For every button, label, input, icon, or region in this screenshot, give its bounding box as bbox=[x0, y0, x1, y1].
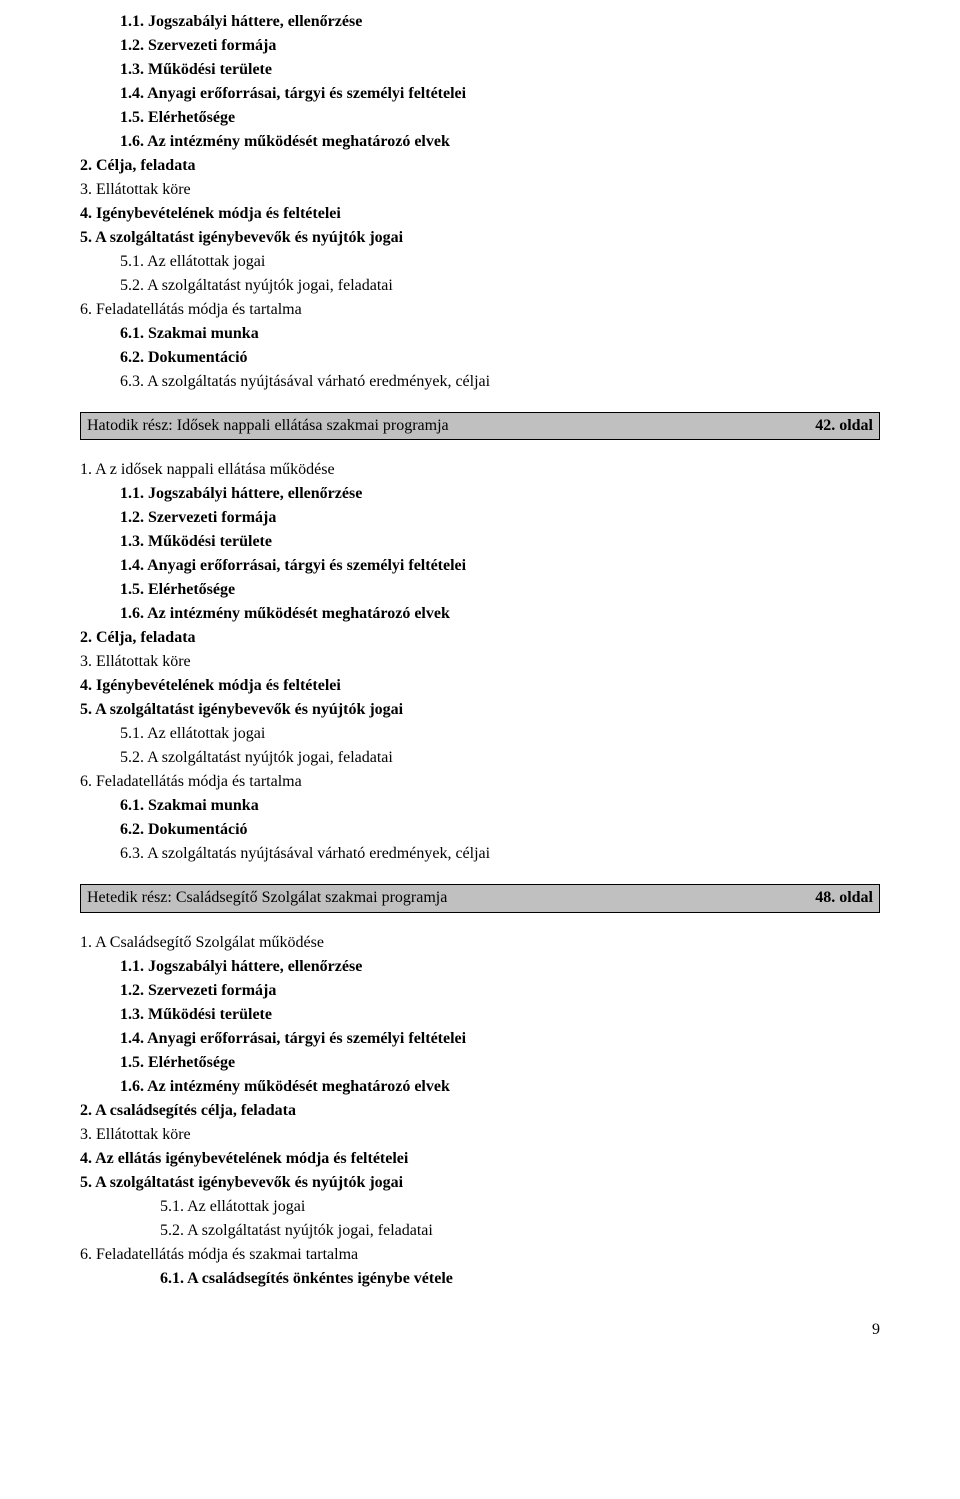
section-bar-7: Hetedik rész: Családsegítő Szolgálat sza… bbox=[80, 884, 880, 912]
toc-line: 2. Célja, feladata bbox=[80, 626, 880, 650]
section-6-page: 42. oldal bbox=[815, 415, 873, 437]
toc-line: 5. A szolgáltatást igénybevevők és nyújt… bbox=[80, 226, 880, 250]
toc-line: 3. Ellátottak köre bbox=[80, 178, 880, 202]
toc-line: 1.5. Elérhetősége bbox=[80, 578, 880, 602]
toc-line: 1.6. Az intézmény működését meghatározó … bbox=[80, 1075, 880, 1099]
toc-line: 1.4. Anyagi erőforrásai, tárgyi és szemé… bbox=[80, 82, 880, 106]
toc-block-b: 1. A z idősek nappali ellátása működése1… bbox=[80, 458, 880, 866]
toc-line: 5.2. A szolgáltatást nyújtók jogai, fela… bbox=[80, 274, 880, 298]
toc-line: 5.1. Az ellátottak jogai bbox=[80, 722, 880, 746]
toc-line: 1. A z idősek nappali ellátása működése bbox=[80, 458, 880, 482]
toc-line: 1.3. Működési területe bbox=[80, 1003, 880, 1027]
toc-line: 1.1. Jogszabályi háttere, ellenőrzése bbox=[80, 482, 880, 506]
toc-line: 5.2. A szolgáltatást nyújtók jogai, fela… bbox=[80, 746, 880, 770]
toc-line: 5.1. Az ellátottak jogai bbox=[80, 250, 880, 274]
toc-line: 3. Ellátottak köre bbox=[80, 1123, 880, 1147]
toc-line: 6. Feladatellátás módja és szakmai tarta… bbox=[80, 1243, 880, 1267]
toc-line: 1.6. Az intézmény működését meghatározó … bbox=[80, 130, 880, 154]
toc-line: 1.2. Szervezeti formája bbox=[80, 506, 880, 530]
toc-line: 1.6. Az intézmény működését meghatározó … bbox=[80, 602, 880, 626]
toc-line: 6.2. Dokumentáció bbox=[80, 346, 880, 370]
toc-line: 1.4. Anyagi erőforrásai, tárgyi és szemé… bbox=[80, 1027, 880, 1051]
toc-line: 6.3. A szolgáltatás nyújtásával várható … bbox=[80, 370, 880, 394]
toc-line: 5. A szolgáltatást igénybevevők és nyújt… bbox=[80, 1171, 880, 1195]
toc-line: 1.1. Jogszabályi háttere, ellenőrzése bbox=[80, 10, 880, 34]
toc-line: 1.5. Elérhetősége bbox=[80, 106, 880, 130]
toc-line: 5.1. Az ellátottak jogai bbox=[80, 1195, 880, 1219]
toc-line: 6. Feladatellátás módja és tartalma bbox=[80, 770, 880, 794]
toc-block-c: 1. A Családsegítő Szolgálat működése1.1.… bbox=[80, 931, 880, 1291]
toc-line: 1.2. Szervezeti formája bbox=[80, 979, 880, 1003]
toc-line: 4. Az ellátás igénybevételének módja és … bbox=[80, 1147, 880, 1171]
document-page: 1.1. Jogszabályi háttere, ellenőrzése1.2… bbox=[0, 0, 960, 1369]
toc-line: 1.5. Elérhetősége bbox=[80, 1051, 880, 1075]
toc-line: 2. Célja, feladata bbox=[80, 154, 880, 178]
toc-line: 1.1. Jogszabályi háttere, ellenőrzése bbox=[80, 955, 880, 979]
toc-line: 6.3. A szolgáltatás nyújtásával várható … bbox=[80, 842, 880, 866]
toc-line: 6. Feladatellátás módja és tartalma bbox=[80, 298, 880, 322]
toc-line: 4. Igénybevételének módja és feltételei bbox=[80, 674, 880, 698]
toc-line: 1.3. Működési területe bbox=[80, 530, 880, 554]
toc-line: 6.1. Szakmai munka bbox=[80, 794, 880, 818]
toc-block-a: 1.1. Jogszabályi háttere, ellenőrzése1.2… bbox=[80, 10, 880, 394]
section-6-title: Hatodik rész: Idősek nappali ellátása sz… bbox=[87, 415, 815, 437]
section-7-title: Hetedik rész: Családsegítő Szolgálat sza… bbox=[87, 887, 815, 909]
toc-line: 6.2. Dokumentáció bbox=[80, 818, 880, 842]
section-7-page: 48. oldal bbox=[815, 887, 873, 909]
toc-line: 2. A családsegítés célja, feladata bbox=[80, 1099, 880, 1123]
toc-line: 1.2. Szervezeti formája bbox=[80, 34, 880, 58]
toc-line: 1.4. Anyagi erőforrásai, tárgyi és szemé… bbox=[80, 554, 880, 578]
page-number: 9 bbox=[80, 1291, 880, 1339]
toc-line: 6.1. A családsegítés önkéntes igénybe vé… bbox=[80, 1267, 880, 1291]
toc-line: 5. A szolgáltatást igénybevevők és nyújt… bbox=[80, 698, 880, 722]
section-bar-6: Hatodik rész: Idősek nappali ellátása sz… bbox=[80, 412, 880, 440]
toc-line: 6.1. Szakmai munka bbox=[80, 322, 880, 346]
toc-line: 4. Igénybevételének módja és feltételei bbox=[80, 202, 880, 226]
toc-line: 3. Ellátottak köre bbox=[80, 650, 880, 674]
toc-line: 5.2. A szolgáltatást nyújtók jogai, fela… bbox=[80, 1219, 880, 1243]
toc-line: 1.3. Működési területe bbox=[80, 58, 880, 82]
toc-line: 1. A Családsegítő Szolgálat működése bbox=[80, 931, 880, 955]
